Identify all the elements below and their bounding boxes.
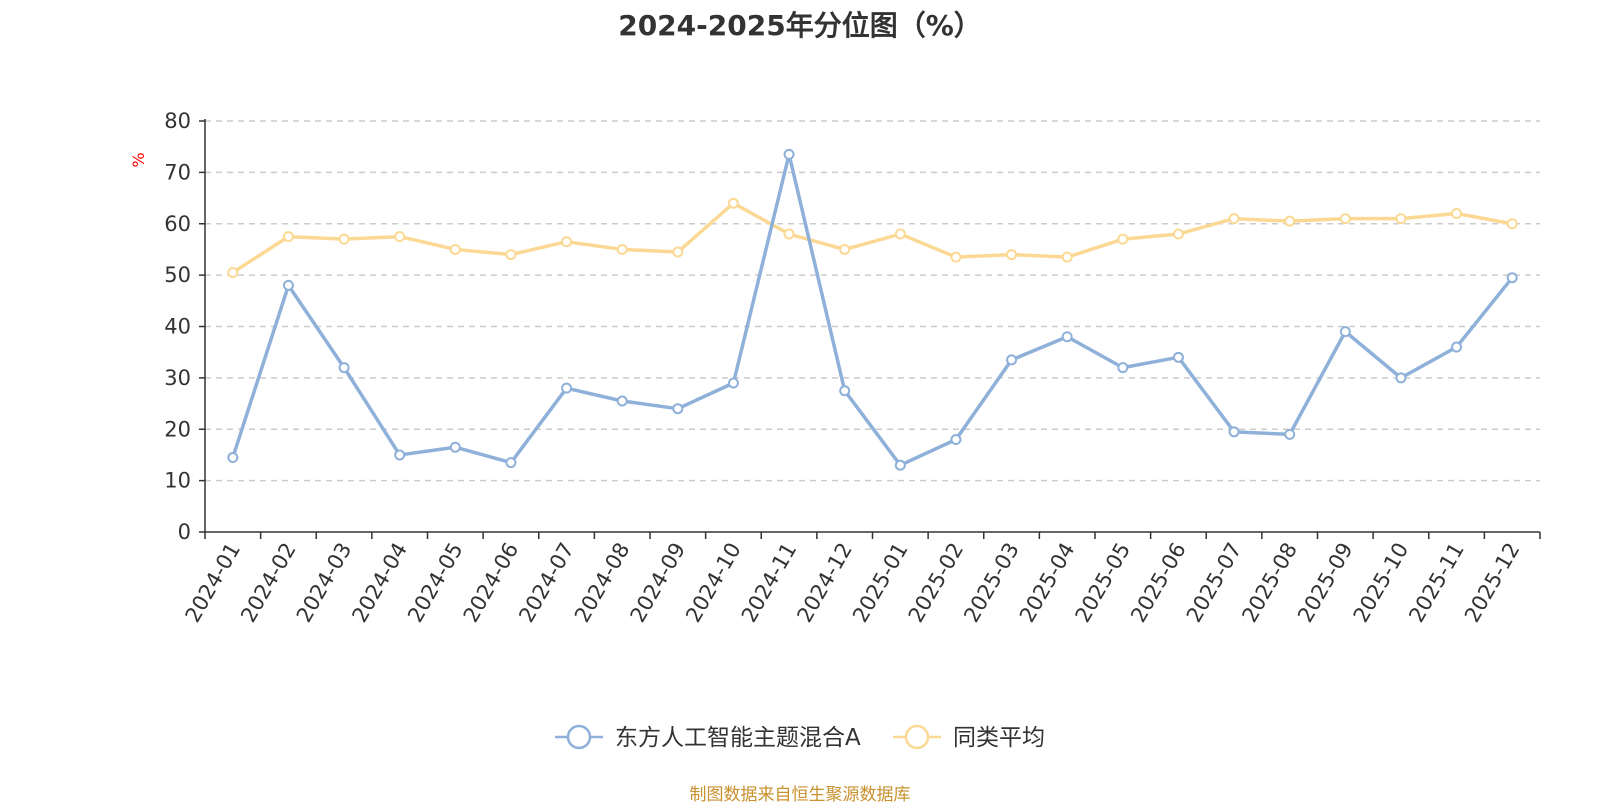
data-point [1172,228,1184,240]
data-point [1006,354,1018,366]
y-tick-label: 60 [164,212,191,236]
data-point [672,246,684,258]
x-tick-label: 2024-08 [570,539,635,627]
data-point [894,459,906,471]
y-tick-label: 0 [178,520,191,544]
grid-lines [205,120,1540,482]
x-tick-label: 2025-09 [1293,539,1358,627]
y-tick-label: 20 [164,417,191,441]
x-tick-label: 2024-09 [625,539,690,627]
data-point [394,449,406,461]
data-point [1117,362,1129,374]
data-point [1395,372,1407,384]
data-point [338,233,350,245]
x-tick-label: 2025-10 [1349,539,1414,627]
data-point [950,434,962,446]
data-point [894,228,906,240]
data-point [449,243,461,255]
data-point [561,236,573,248]
x-tick-label: 2024-02 [236,539,301,627]
data-point [338,362,350,374]
x-tick-label: 2024-04 [347,539,412,627]
data-point [394,231,406,243]
data-point [227,452,239,464]
data-point [1228,426,1240,438]
x-tick-label: 2024-06 [459,539,524,627]
axes: 010203040506070802024-012024-022024-0320… [164,109,1541,627]
data-point [282,231,294,243]
y-tick-label: 80 [164,109,191,133]
x-tick-label: 2024-05 [403,539,468,627]
data-point [1228,213,1240,225]
data-point [616,243,628,255]
x-tick-label: 2025-03 [959,539,1024,627]
data-point [227,267,239,279]
data-point [950,251,962,263]
x-tick-label: 2025-08 [1237,539,1302,627]
series-0 [227,148,1518,471]
legend-item-1[interactable]: 同类平均 [893,724,1045,751]
data-point [1339,326,1351,338]
y-tick-label: 10 [164,469,191,493]
data-point [783,228,795,240]
data-point [839,243,851,255]
data-point [1284,428,1296,440]
x-tick-label: 2025-01 [848,539,913,627]
data-point [1284,215,1296,227]
x-tick-label: 2025-05 [1070,539,1135,627]
legend-marker-icon [904,724,930,750]
x-tick-label: 2025-12 [1460,539,1525,627]
data-point [1061,331,1073,343]
data-point [839,385,851,397]
series-line [231,201,1513,275]
source-note: 制图数据来自恒生聚源数据库 [689,785,911,805]
data-point [672,403,684,415]
data-point [1006,249,1018,261]
x-tick-label: 2024-12 [792,539,857,627]
data-point [505,457,517,469]
data-point [561,382,573,394]
data-point [727,197,739,209]
data-point [1117,233,1129,245]
series-layer [227,148,1518,471]
x-tick-label: 2024-07 [514,539,579,627]
x-tick-label: 2025-02 [904,539,969,627]
legend-item-0[interactable]: 东方人工智能主题混合A [555,724,861,751]
y-tick-label: 70 [164,160,191,184]
data-point [727,377,739,389]
y-axis-unit-label: % [129,152,148,167]
data-point [449,441,461,453]
x-tick-label: 2025-07 [1182,539,1247,627]
data-point [1506,218,1518,230]
data-point [1451,341,1463,353]
x-tick-label: 2024-10 [681,539,746,627]
data-point [1339,213,1351,225]
legend-label: 同类平均 [953,725,1045,751]
data-point [1172,351,1184,363]
data-point [1506,272,1518,284]
x-tick-label: 2025-11 [1404,539,1469,627]
legend[interactable]: 东方人工智能主题混合A 同类平均 [555,724,1045,751]
chart-title: 2024-2025年分位图（%） [618,9,982,42]
x-tick-label: 2024-01 [180,539,245,627]
y-tick-label: 30 [164,366,191,390]
series-1 [227,197,1518,279]
data-point [1061,251,1073,263]
data-point [282,279,294,291]
x-tick-label: 2025-04 [1015,539,1080,627]
data-point [616,395,628,407]
x-tick-label: 2024-03 [292,539,357,627]
series-line [231,152,1514,467]
data-point [783,148,795,160]
data-point [505,249,517,261]
data-point [1395,213,1407,225]
data-point [1451,207,1463,219]
y-tick-label: 50 [164,263,191,287]
y-tick-label: 40 [164,315,191,339]
x-tick-label: 2024-11 [737,539,802,627]
legend-label: 东方人工智能主题混合A [615,725,861,751]
legend-marker-icon [566,724,592,750]
x-tick-label: 2025-06 [1126,539,1191,627]
